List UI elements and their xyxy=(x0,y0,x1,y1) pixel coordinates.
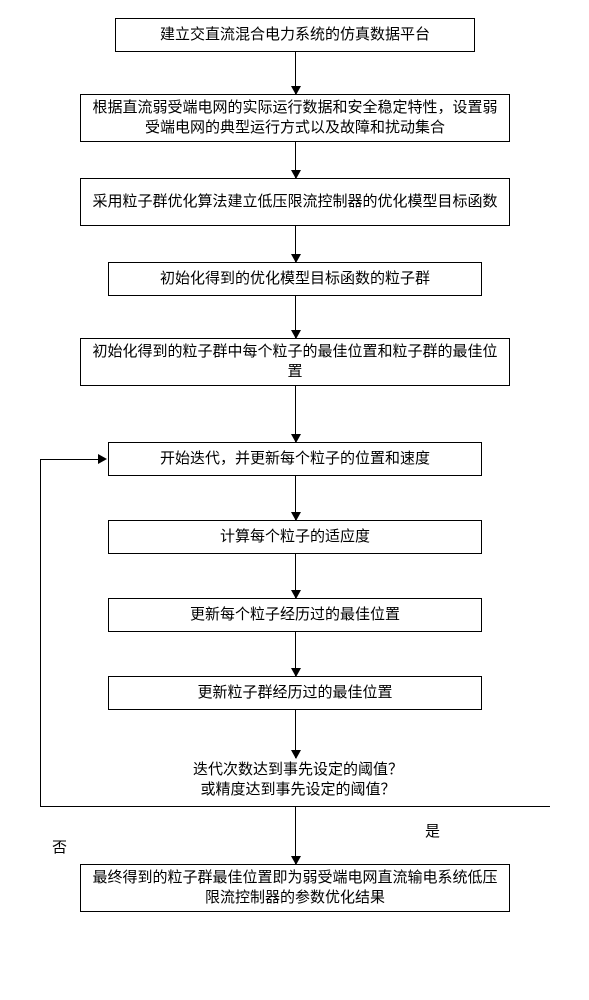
step-10-box: 最终得到的粒子群最佳位置即为弱受端电网直流输电系统低压限流控制器的参数优化结果 xyxy=(80,864,510,912)
arrow-4-5 xyxy=(295,296,296,338)
step-5-box: 初始化得到的粒子群中每个粒子的最佳位置和粒子群的最佳位置 xyxy=(80,338,510,386)
decision-text: 迭代次数达到事先设定的阈值？ 或精度达到事先设定的阈值？ xyxy=(193,762,403,798)
step-6-text: 开始迭代，并更新每个粒子的位置和速度 xyxy=(160,449,430,469)
loop-arrowhead xyxy=(98,454,107,464)
step-4-text: 初始化得到的优化模型目标函数的粒子群 xyxy=(160,269,430,289)
decision-divider-left xyxy=(40,806,295,807)
arrow-6-7 xyxy=(295,476,296,520)
step-5-text: 初始化得到的粒子群中每个粒子的最佳位置和粒子群的最佳位置 xyxy=(91,342,499,383)
step-1-box: 建立交直流混合电力系统的仿真数据平台 xyxy=(115,18,475,52)
arrow-2-3 xyxy=(295,142,296,178)
arrow-dec-10 xyxy=(295,806,296,864)
step-7-box: 计算每个粒子的适应度 xyxy=(108,520,482,554)
step-10-text: 最终得到的粒子群最佳位置即为弱受端电网直流输电系统低压限流控制器的参数优化结果 xyxy=(91,868,499,909)
arrow-7-8 xyxy=(295,554,296,598)
arrow-8-9 xyxy=(295,632,296,676)
arrow-3-4 xyxy=(295,226,296,262)
step-1-text: 建立交直流混合电力系统的仿真数据平台 xyxy=(160,25,430,45)
step-2-text: 根据直流弱受端电网的实际运行数据和安全稳定特性，设置弱受端电网的典型运行方式以及… xyxy=(91,98,499,139)
step-8-box: 更新每个粒子经历过的最佳位置 xyxy=(108,598,482,632)
decision-divider-right xyxy=(295,806,550,807)
arrow-1-2 xyxy=(295,52,296,94)
no-label: 否 xyxy=(52,836,67,857)
step-9-text: 更新粒子群经历过的最佳位置 xyxy=(197,683,392,703)
flowchart-container: 建立交直流混合电力系统的仿真数据平台 根据直流弱受端电网的实际运行数据和安全稳定… xyxy=(0,0,589,1000)
step-8-text: 更新每个粒子经历过的最佳位置 xyxy=(190,605,400,625)
yes-label: 是 xyxy=(425,820,440,841)
step-3-text: 采用粒子群优化算法建立低压限流控制器的优化模型目标函数 xyxy=(92,192,497,212)
step-7-text: 计算每个粒子的适应度 xyxy=(220,527,370,547)
loop-vertical xyxy=(40,459,41,806)
step-6-box: 开始迭代，并更新每个粒子的位置和速度 xyxy=(108,442,482,476)
decision-text-wrap: 迭代次数达到事先设定的阈值？ 或精度达到事先设定的阈值？ xyxy=(168,760,428,804)
step-4-box: 初始化得到的优化模型目标函数的粒子群 xyxy=(108,262,482,296)
step-2-box: 根据直流弱受端电网的实际运行数据和安全稳定特性，设置弱受端电网的典型运行方式以及… xyxy=(80,94,510,142)
arrow-9-dec xyxy=(295,710,296,758)
loop-horizontal xyxy=(40,459,99,460)
arrow-5-6 xyxy=(295,386,296,442)
step-3-box: 采用粒子群优化算法建立低压限流控制器的优化模型目标函数 xyxy=(80,178,510,226)
step-9-box: 更新粒子群经历过的最佳位置 xyxy=(108,676,482,710)
